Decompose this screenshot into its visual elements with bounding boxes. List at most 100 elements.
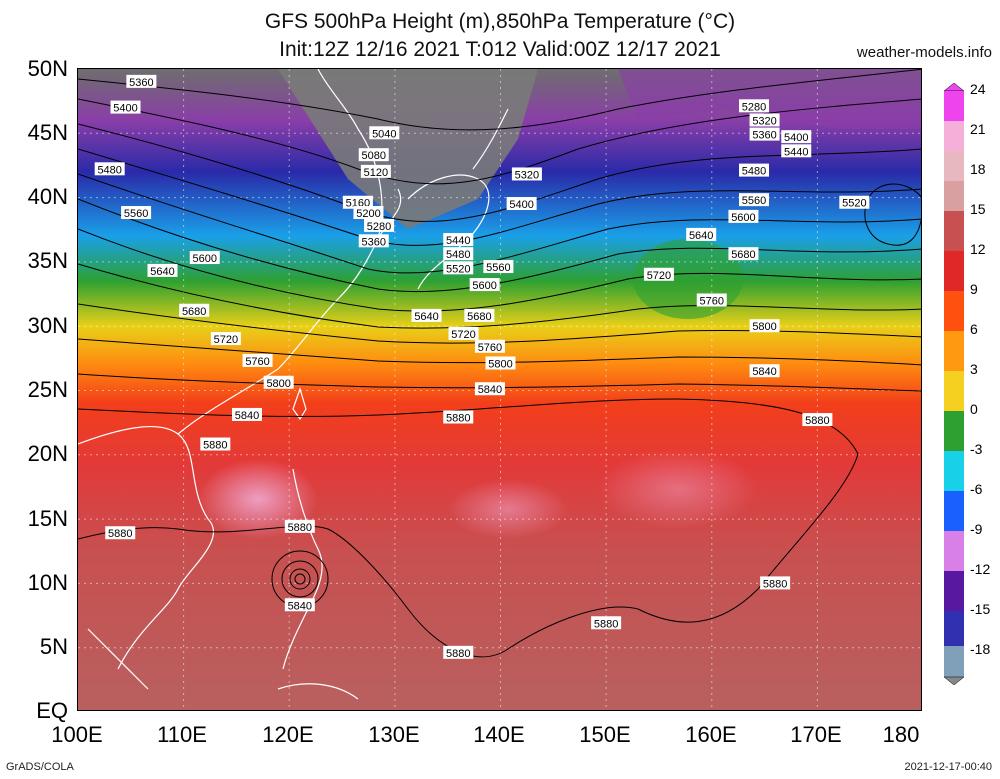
contour-label: 5840 — [749, 364, 780, 378]
contour-label-text: 5840 — [752, 366, 776, 378]
height-contours — [78, 69, 921, 658]
colorbar-label: 21 — [970, 121, 986, 137]
contour-label-text: 5320 — [515, 169, 539, 181]
contour-label: 5200 — [353, 206, 384, 220]
contour-label: 5840 — [232, 407, 262, 422]
lat-label: 40N — [27, 184, 68, 209]
contour-label-box — [448, 326, 479, 340]
contour-label: 5760 — [242, 353, 273, 368]
contour-label-box — [749, 364, 780, 378]
contour-label-box — [739, 163, 769, 177]
contour-label-box — [443, 645, 474, 659]
contour-label-text: 5840 — [288, 600, 312, 612]
contour-label-text: 5880 — [288, 522, 312, 534]
contour-label-text: 5440 — [446, 235, 470, 247]
contour-label: 5800 — [263, 375, 294, 390]
lat-label: EQ — [36, 698, 68, 723]
contour-label-text: 5840 — [478, 384, 502, 396]
lat-label: 35N — [27, 248, 68, 273]
contour-label: 5480 — [739, 163, 769, 178]
contour-label: 5800 — [485, 356, 516, 370]
contour-label: 5840 — [284, 598, 315, 612]
lon-label: 160E — [685, 722, 737, 747]
colorbar-label: -3 — [970, 441, 983, 457]
map-panel: 5360 5400 5480 5560 5600 5640 5680 5720 5760 5800… — [77, 68, 922, 711]
contour-label-box — [749, 127, 780, 141]
contour-label-text: 5640 — [150, 266, 174, 278]
warm-region-2 — [448, 479, 568, 539]
contour-label-text: 5840 — [235, 410, 259, 422]
contour-label-box — [110, 100, 141, 114]
lon-label: 110E — [157, 722, 207, 747]
contour-label: 5320 — [749, 113, 780, 127]
contour-label-box — [263, 375, 294, 389]
contour-label-box — [179, 303, 210, 317]
colorbar-label: 12 — [970, 241, 986, 257]
contour-label-box — [760, 576, 791, 590]
contour-label-text: 5800 — [266, 378, 290, 390]
contour-label-box — [781, 130, 812, 144]
contour-label-text: 5600 — [193, 253, 217, 265]
contour-label-text: 5800 — [488, 358, 512, 370]
colorbar-label: 3 — [970, 361, 978, 377]
contour-label: 5720 — [448, 326, 479, 341]
contour-label-box — [411, 308, 442, 322]
footer-software: GrADS/COLA — [6, 761, 74, 773]
contour-label-box — [369, 126, 400, 140]
contour-label-text: 5080 — [362, 150, 386, 162]
contour-label: 5680 — [179, 303, 210, 318]
contour-label-box — [483, 260, 514, 274]
contour-label-text: 5480 — [742, 166, 766, 178]
contour-label-text: 5320 — [752, 115, 776, 127]
colorbar — [944, 83, 964, 685]
lon-label: 100E — [51, 722, 103, 747]
contour-label-box — [781, 144, 812, 158]
contour-label: 5680 — [464, 308, 495, 323]
contour-label: 5280 — [364, 218, 395, 233]
contour-label: 5560 — [739, 193, 769, 207]
contour-label: 5600 — [728, 209, 759, 224]
contour-label-text: 5680 — [182, 306, 206, 318]
contour-label-text: 5760 — [478, 342, 502, 354]
contour-label: 5400 — [506, 197, 537, 211]
contour-label: 5880 — [443, 645, 474, 660]
contour-label-text: 5720 — [451, 329, 475, 341]
contour-label-box — [802, 413, 833, 427]
lon-label: 180 — [882, 722, 920, 747]
contour-label: 5640 — [147, 263, 178, 278]
contour-label-text: 5440 — [784, 146, 808, 158]
contour-label: 5600 — [469, 278, 500, 292]
cold-trough-region — [618, 69, 921, 129]
contour-label-box — [210, 332, 241, 346]
contour-label-box — [686, 227, 717, 241]
contour-label-box — [739, 99, 769, 113]
contour-label-box — [94, 162, 125, 176]
colorbar-label: 24 — [970, 81, 986, 97]
contour-label: 5520 — [839, 195, 870, 210]
contour-label: 5880 — [200, 437, 231, 452]
contour-label-box — [749, 319, 780, 333]
contour-label-text: 5480 — [97, 164, 121, 176]
contour-label-box — [242, 353, 273, 367]
lat-label: 25N — [27, 377, 68, 402]
contour-label-text: 5880 — [763, 578, 787, 590]
contour-label: 5720 — [210, 332, 241, 346]
contour-label-text: 5400 — [784, 132, 808, 144]
contour-label: 5880 — [284, 519, 315, 534]
contour-label: 5760 — [696, 293, 727, 307]
contour-label: 5120 — [360, 164, 391, 179]
contour-label: 5440 — [443, 233, 474, 247]
contour-label-box — [121, 206, 152, 220]
contour-label-box — [728, 209, 759, 223]
contour-label: 5440 — [781, 144, 812, 158]
contour-label-box — [749, 113, 780, 127]
contour-label-text: 5280 — [742, 101, 766, 113]
contour-label-text: 5200 — [356, 208, 380, 220]
contour-label-text: 5520 — [842, 198, 866, 210]
contour-label: 5560 — [121, 206, 152, 220]
contour-label-box — [506, 197, 537, 211]
lat-label: 20N — [27, 441, 68, 466]
contour-label-box — [232, 407, 262, 421]
contour-label: 5880 — [591, 616, 622, 630]
contour-label-text: 5760 — [245, 356, 269, 368]
